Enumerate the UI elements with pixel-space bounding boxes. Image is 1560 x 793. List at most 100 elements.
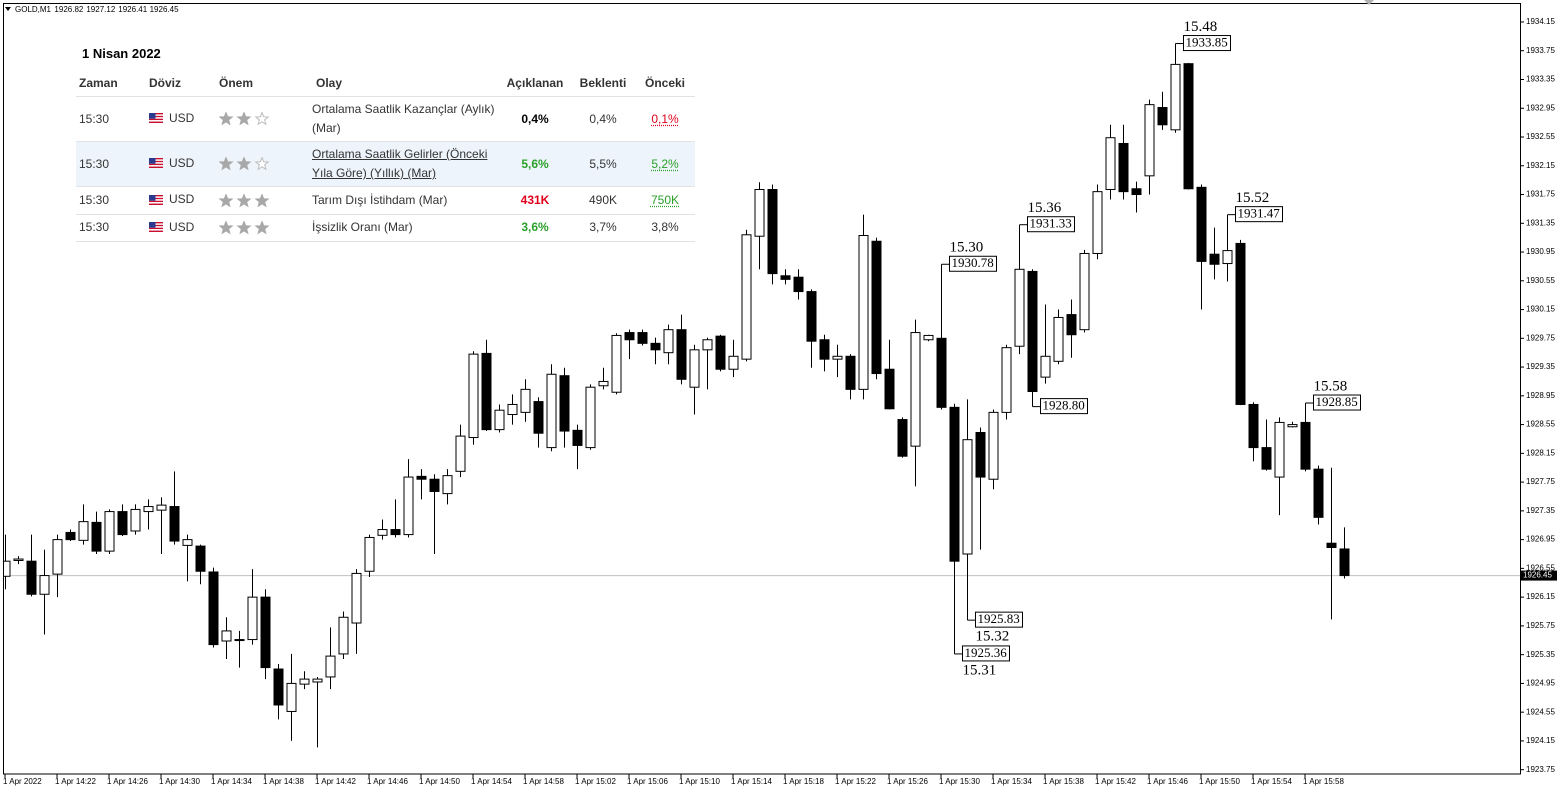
flag-stripe xyxy=(149,195,163,198)
x-tick-label: 1 Apr 15:42 xyxy=(1095,777,1136,786)
annotation-time: 15.36 xyxy=(1028,200,1062,216)
flag-canton xyxy=(149,158,156,164)
candle-body xyxy=(26,560,37,595)
importance-cell xyxy=(216,213,309,242)
annotation-price: 1930.78 xyxy=(952,255,994,270)
candle-body xyxy=(572,429,583,446)
flag-stripe xyxy=(149,222,163,224)
column-header: Olay xyxy=(316,76,343,90)
candle-body xyxy=(494,409,505,431)
y-tick-label: 1924.55 xyxy=(1526,707,1555,716)
candle-body xyxy=(260,596,271,669)
candle-body xyxy=(871,240,882,375)
candle-body xyxy=(65,531,76,541)
x-tick-label: 1 Apr 15:34 xyxy=(991,777,1032,786)
flag-stripe xyxy=(149,223,163,225)
event-previous-cell: 5,2% xyxy=(635,141,695,187)
candle-body xyxy=(1261,447,1272,470)
y-tick-label: 1931.35 xyxy=(1526,218,1555,227)
candle-body xyxy=(52,539,63,575)
candle-body xyxy=(767,188,778,275)
y-tick-label: 1934.15 xyxy=(1526,17,1555,26)
economic-calendar: 1 Nisan 2022 Zaman Döviz Önem Olay Açıklanan… xyxy=(76,44,695,242)
annotation-box xyxy=(1040,398,1088,415)
x-tick-label: 1 Apr 14:58 xyxy=(523,777,564,786)
candle-body xyxy=(1313,468,1324,518)
candle-body xyxy=(1144,104,1155,177)
flag-stripe xyxy=(149,113,163,115)
event-text: İşsizlik Oranı (Mar) xyxy=(312,220,413,235)
annotation-time: 15.48 xyxy=(1184,19,1218,35)
x-tick-label: 1 Apr 15:22 xyxy=(835,777,876,786)
calendar-rows: 15:30 USD Ortalama Saatlik Kazançlar (Aylı… xyxy=(76,96,695,242)
flag-stripe xyxy=(149,197,163,199)
candle-body xyxy=(403,476,414,536)
candle-body xyxy=(169,506,180,542)
y-tick-label: 1923.75 xyxy=(1526,765,1555,774)
candle-body xyxy=(650,342,661,351)
candle-body xyxy=(1092,191,1103,254)
candle-body xyxy=(273,668,284,706)
y-tick-label: 1925.35 xyxy=(1526,650,1555,659)
candle-body xyxy=(1300,421,1311,470)
event-row[interactable]: 15:30 USD Ortalama Saatlik Kazançlar (Aylı… xyxy=(76,96,695,142)
header-low: 1926.41 xyxy=(118,5,147,14)
annotation-price: 1925.36 xyxy=(965,645,1008,660)
importance-star xyxy=(254,192,270,207)
candle-body xyxy=(221,630,232,642)
symbol-header: GOLD,M1 1926.82 1927.12 1926.41 1926.45 xyxy=(15,5,179,14)
event-forecast: 3,7% xyxy=(571,213,635,242)
flag-stripe xyxy=(149,162,163,164)
candle-body xyxy=(949,406,960,562)
candle-body xyxy=(1014,268,1025,347)
candle-body xyxy=(1183,63,1194,190)
candle-body xyxy=(754,188,765,237)
flag-stripe xyxy=(149,230,163,232)
event-previous-cell: 0,1% xyxy=(635,96,695,142)
importance-cell xyxy=(216,96,309,142)
event-time: 15:30 xyxy=(76,186,146,214)
y-tick-label: 1924.95 xyxy=(1526,679,1555,688)
candle-body xyxy=(1274,421,1285,478)
candle-body xyxy=(689,349,700,388)
candle-body xyxy=(1131,188,1142,196)
event-actual: 431K xyxy=(499,186,571,214)
header-row: Zaman Döviz Önem Olay Açıklanan Beklenti Öncek… xyxy=(76,72,695,97)
candle-body xyxy=(780,275,791,280)
candle-body xyxy=(858,235,869,390)
symbol-menu-arrow[interactable] xyxy=(5,7,11,11)
x-tick-label: 1 Apr 15:18 xyxy=(783,777,824,786)
x-tick-label: 1 Apr 15:02 xyxy=(575,777,616,786)
flag-stripe xyxy=(149,165,163,167)
y-tick-label: 1926.15 xyxy=(1526,592,1555,601)
event-row[interactable]: 15:30 USD İşsizlik Oranı (Mar) 3,6% 3,7% 3,8% xyxy=(76,213,695,242)
x-tick-label: 1 Apr 14:34 xyxy=(211,777,252,786)
importance-star xyxy=(236,156,252,171)
y-tick-label: 1930.15 xyxy=(1526,305,1555,314)
candle-body xyxy=(182,539,193,546)
importance-star xyxy=(254,156,270,171)
importance-star xyxy=(254,220,270,235)
candle-body xyxy=(208,571,219,646)
annotation-price: 1925.83 xyxy=(978,611,1020,626)
candle-body xyxy=(819,339,830,360)
candle-body xyxy=(507,403,518,416)
candle-body xyxy=(377,529,388,536)
currency: USD xyxy=(149,109,194,128)
header-close: 1926.45 xyxy=(150,5,179,14)
event-row[interactable]: 15:30 USD Tarım Dışı İstihdam (Mar) 431K 490… xyxy=(76,186,695,214)
importance-star xyxy=(218,111,234,126)
annotation-time: 15.30 xyxy=(950,240,984,256)
annotation-box xyxy=(1027,216,1075,233)
header-high: 1927.12 xyxy=(86,5,115,14)
y-tick-label: 1928.95 xyxy=(1526,391,1555,400)
candle-body xyxy=(1170,63,1181,131)
candle-body xyxy=(1027,270,1038,393)
event-currency-cell: USD xyxy=(146,186,216,214)
candle-body xyxy=(715,335,726,370)
current-price-box xyxy=(1521,570,1557,581)
x-tick-label: 1 Apr 14:54 xyxy=(471,777,512,786)
event-row[interactable]: 15:30 USD Ortalama Saatlik Gelirler (Öncek… xyxy=(76,141,695,187)
y-tick-label: 1933.35 xyxy=(1526,75,1555,84)
event-previous: 0,1% xyxy=(651,111,679,126)
